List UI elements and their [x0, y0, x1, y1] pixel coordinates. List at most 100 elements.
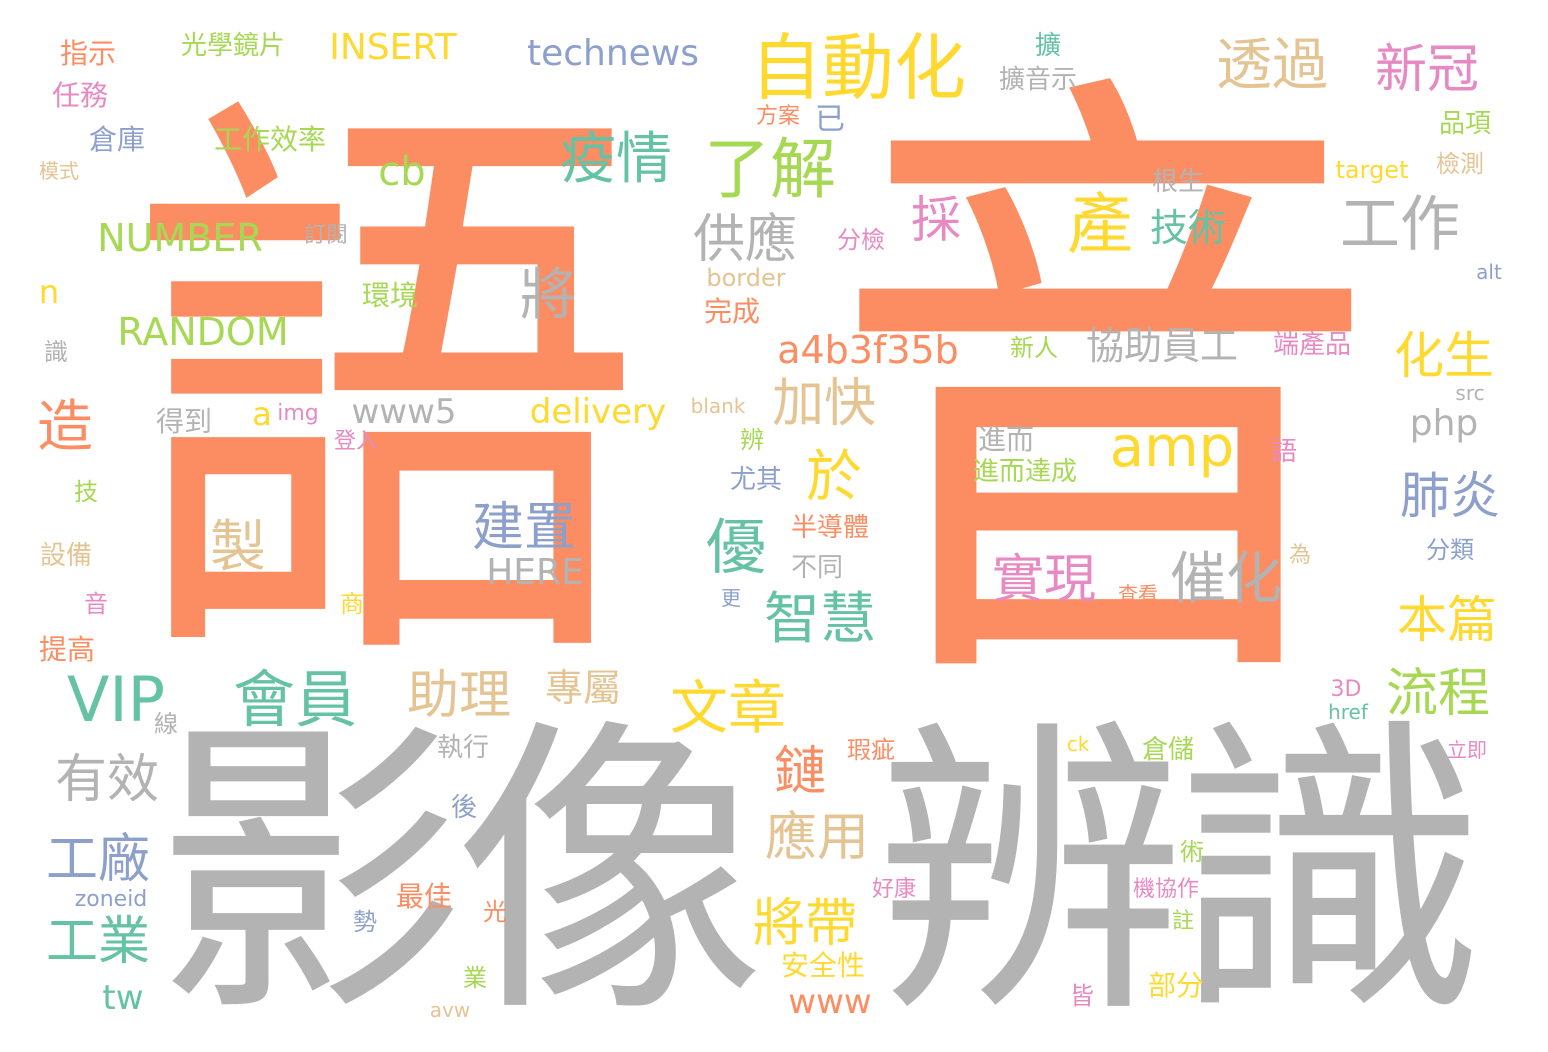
word: 辨 [740, 426, 764, 454]
word: 本篇 [1397, 591, 1497, 649]
word: 工業 [45, 912, 151, 972]
word: 鏈 [773, 742, 827, 802]
word: 進而達成 [972, 457, 1078, 487]
word: avw [429, 998, 471, 1022]
word: 部分 [1147, 969, 1205, 1002]
word: 新人 [1010, 334, 1058, 362]
word: www [788, 982, 872, 1022]
word: 皆 [1070, 982, 1094, 1010]
word: 冊 [368, 129, 392, 157]
word: 術 [1180, 838, 1204, 866]
word: 採 [911, 191, 961, 249]
word: amp [1109, 415, 1235, 480]
word: 語 [1270, 437, 1298, 467]
word: INSERT [329, 27, 457, 68]
word: img [277, 401, 319, 426]
word: 分類 [1426, 536, 1474, 564]
word: HERE [486, 552, 584, 593]
word: 擴 [1034, 31, 1062, 61]
word: 機協作 [1132, 877, 1200, 902]
word: 供應 [692, 210, 798, 270]
word: 應用 [764, 808, 870, 868]
word: 將帶 [752, 894, 858, 954]
word: 技術 [1149, 206, 1227, 250]
word: 造 [37, 395, 93, 460]
word: 辨識 [875, 694, 1485, 1052]
word: 製 [210, 515, 266, 580]
word: 安全性 [780, 949, 866, 982]
word: delivery [529, 392, 667, 432]
word: 協助員工 [1085, 324, 1239, 368]
word: 於 [806, 445, 862, 510]
word: www5 [351, 392, 457, 432]
word: ck [1066, 732, 1090, 756]
word: 識 [44, 338, 68, 366]
word: 半導體 [790, 513, 870, 543]
word: tw [102, 978, 144, 1018]
word: 新冠 [1374, 40, 1480, 100]
word: 工作 [1340, 190, 1460, 260]
word: 疫情 [560, 127, 672, 192]
word: 尤其 [729, 465, 783, 495]
word: src [1455, 381, 1485, 405]
word: 加快 [771, 374, 877, 434]
word: alt [1476, 260, 1502, 284]
word: 完成 [703, 295, 761, 328]
word: 影像 [155, 694, 765, 1052]
word: 肺炎 [1400, 467, 1500, 525]
word: 進而 [977, 423, 1035, 456]
word: 透過 [1216, 33, 1328, 98]
word: 有效 [54, 750, 160, 810]
word: 音 [829, 27, 1381, 762]
word: 實現 [991, 550, 1097, 610]
word: 流程 [1385, 664, 1491, 724]
word: 不同 [790, 553, 844, 583]
word: 立即 [1447, 738, 1487, 762]
word: 登入 [333, 429, 379, 454]
word: 註 [1171, 909, 1195, 934]
word: 助理 [406, 666, 512, 726]
word: 為 [1288, 543, 1312, 568]
word: zoneid [74, 887, 148, 912]
word: 優 [706, 513, 766, 583]
word: 產 [1067, 186, 1133, 263]
word: 3D [1330, 677, 1362, 702]
word: 執行 [436, 733, 490, 763]
word: technews [526, 33, 700, 74]
word: 已 [815, 102, 845, 137]
word: 音 [84, 590, 108, 618]
word: 端產品 [1272, 330, 1352, 360]
word: 光學鏡片 [180, 31, 286, 61]
word: href [1328, 700, 1368, 724]
word: RANDOM [117, 310, 289, 354]
word: border [706, 264, 786, 292]
word: 訂閱 [303, 223, 349, 248]
word: 品項 [1438, 109, 1492, 139]
word: n [38, 273, 60, 311]
word: 光 [483, 898, 507, 926]
word: 任務 [51, 79, 109, 112]
word: 建置 [471, 498, 577, 558]
word: NUMBER [97, 216, 263, 260]
word: 化生 [1394, 327, 1494, 385]
word: 智慧 [764, 587, 876, 652]
word: 將 [520, 263, 576, 328]
word: php [1409, 403, 1479, 444]
word: a4b3f35b [777, 328, 959, 372]
word: 後 [450, 793, 478, 823]
word: 提高 [38, 633, 96, 666]
word: 自動化 [749, 26, 967, 110]
word: blank [690, 394, 746, 418]
word: 分檢 [837, 226, 885, 254]
word: 擴音示 [998, 65, 1078, 95]
word: 模式 [39, 159, 79, 183]
word: 線 [154, 710, 178, 738]
word: 查看 [1118, 582, 1158, 606]
word: 倉儲 [1141, 735, 1195, 765]
word: 工廠 [45, 830, 151, 890]
word: 更 [721, 586, 741, 610]
word: 瑕疵 [847, 736, 895, 764]
word: 環境 [361, 279, 419, 312]
word: 專屬 [544, 666, 622, 710]
